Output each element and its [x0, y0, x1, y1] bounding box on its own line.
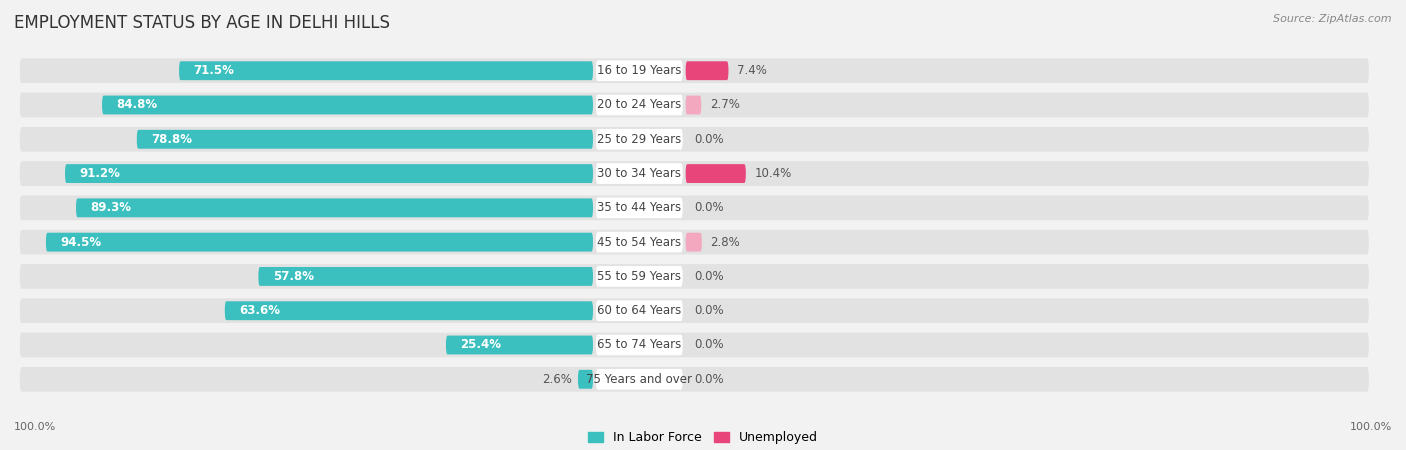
FancyBboxPatch shape — [76, 198, 593, 217]
Text: 2.8%: 2.8% — [710, 236, 741, 249]
Text: 0.0%: 0.0% — [695, 201, 724, 214]
FancyBboxPatch shape — [446, 336, 593, 355]
FancyBboxPatch shape — [20, 230, 1369, 255]
FancyBboxPatch shape — [686, 233, 702, 252]
Text: 84.8%: 84.8% — [117, 99, 157, 112]
Text: 91.2%: 91.2% — [80, 167, 121, 180]
Text: 30 to 34 Years: 30 to 34 Years — [598, 167, 682, 180]
Text: 71.5%: 71.5% — [194, 64, 235, 77]
FancyBboxPatch shape — [578, 370, 593, 389]
FancyBboxPatch shape — [686, 95, 702, 114]
Text: 2.6%: 2.6% — [543, 373, 572, 386]
FancyBboxPatch shape — [596, 300, 683, 321]
Text: 2.7%: 2.7% — [710, 99, 740, 112]
Text: 0.0%: 0.0% — [695, 133, 724, 146]
FancyBboxPatch shape — [596, 266, 683, 287]
Text: 35 to 44 Years: 35 to 44 Years — [598, 201, 682, 214]
Text: 60 to 64 Years: 60 to 64 Years — [598, 304, 682, 317]
Text: 45 to 54 Years: 45 to 54 Years — [598, 236, 682, 249]
Text: 20 to 24 Years: 20 to 24 Years — [598, 99, 682, 112]
FancyBboxPatch shape — [103, 95, 593, 114]
Text: 7.4%: 7.4% — [737, 64, 768, 77]
FancyBboxPatch shape — [46, 233, 593, 252]
FancyBboxPatch shape — [20, 58, 1369, 83]
FancyBboxPatch shape — [596, 60, 683, 81]
FancyBboxPatch shape — [596, 369, 683, 390]
Text: 94.5%: 94.5% — [60, 236, 101, 249]
FancyBboxPatch shape — [596, 129, 683, 150]
Text: 16 to 19 Years: 16 to 19 Years — [598, 64, 682, 77]
Text: 75 Years and over: 75 Years and over — [586, 373, 692, 386]
FancyBboxPatch shape — [20, 93, 1369, 117]
FancyBboxPatch shape — [20, 298, 1369, 323]
FancyBboxPatch shape — [596, 232, 683, 252]
Text: 78.8%: 78.8% — [152, 133, 193, 146]
FancyBboxPatch shape — [686, 164, 745, 183]
FancyBboxPatch shape — [596, 94, 683, 115]
FancyBboxPatch shape — [20, 127, 1369, 152]
Text: 25.4%: 25.4% — [460, 338, 502, 351]
FancyBboxPatch shape — [20, 367, 1369, 392]
FancyBboxPatch shape — [20, 161, 1369, 186]
Legend: In Labor Force, Unemployed: In Labor Force, Unemployed — [583, 426, 823, 449]
FancyBboxPatch shape — [596, 163, 683, 184]
Text: 57.8%: 57.8% — [273, 270, 314, 283]
FancyBboxPatch shape — [686, 61, 728, 80]
FancyBboxPatch shape — [596, 335, 683, 356]
Text: 89.3%: 89.3% — [90, 201, 132, 214]
Text: EMPLOYMENT STATUS BY AGE IN DELHI HILLS: EMPLOYMENT STATUS BY AGE IN DELHI HILLS — [14, 14, 389, 32]
Text: 0.0%: 0.0% — [695, 304, 724, 317]
FancyBboxPatch shape — [259, 267, 593, 286]
FancyBboxPatch shape — [65, 164, 593, 183]
FancyBboxPatch shape — [225, 302, 593, 320]
Text: 65 to 74 Years: 65 to 74 Years — [598, 338, 682, 351]
Text: 0.0%: 0.0% — [695, 373, 724, 386]
FancyBboxPatch shape — [20, 195, 1369, 220]
Text: 0.0%: 0.0% — [695, 338, 724, 351]
FancyBboxPatch shape — [596, 198, 683, 218]
FancyBboxPatch shape — [20, 264, 1369, 289]
Text: 25 to 29 Years: 25 to 29 Years — [598, 133, 682, 146]
Text: 63.6%: 63.6% — [239, 304, 280, 317]
FancyBboxPatch shape — [136, 130, 593, 148]
Text: 100.0%: 100.0% — [14, 422, 56, 432]
Text: 100.0%: 100.0% — [1350, 422, 1392, 432]
Text: Source: ZipAtlas.com: Source: ZipAtlas.com — [1274, 14, 1392, 23]
FancyBboxPatch shape — [20, 333, 1369, 357]
Text: 0.0%: 0.0% — [695, 270, 724, 283]
Text: 55 to 59 Years: 55 to 59 Years — [598, 270, 682, 283]
FancyBboxPatch shape — [179, 61, 593, 80]
Text: 10.4%: 10.4% — [755, 167, 792, 180]
